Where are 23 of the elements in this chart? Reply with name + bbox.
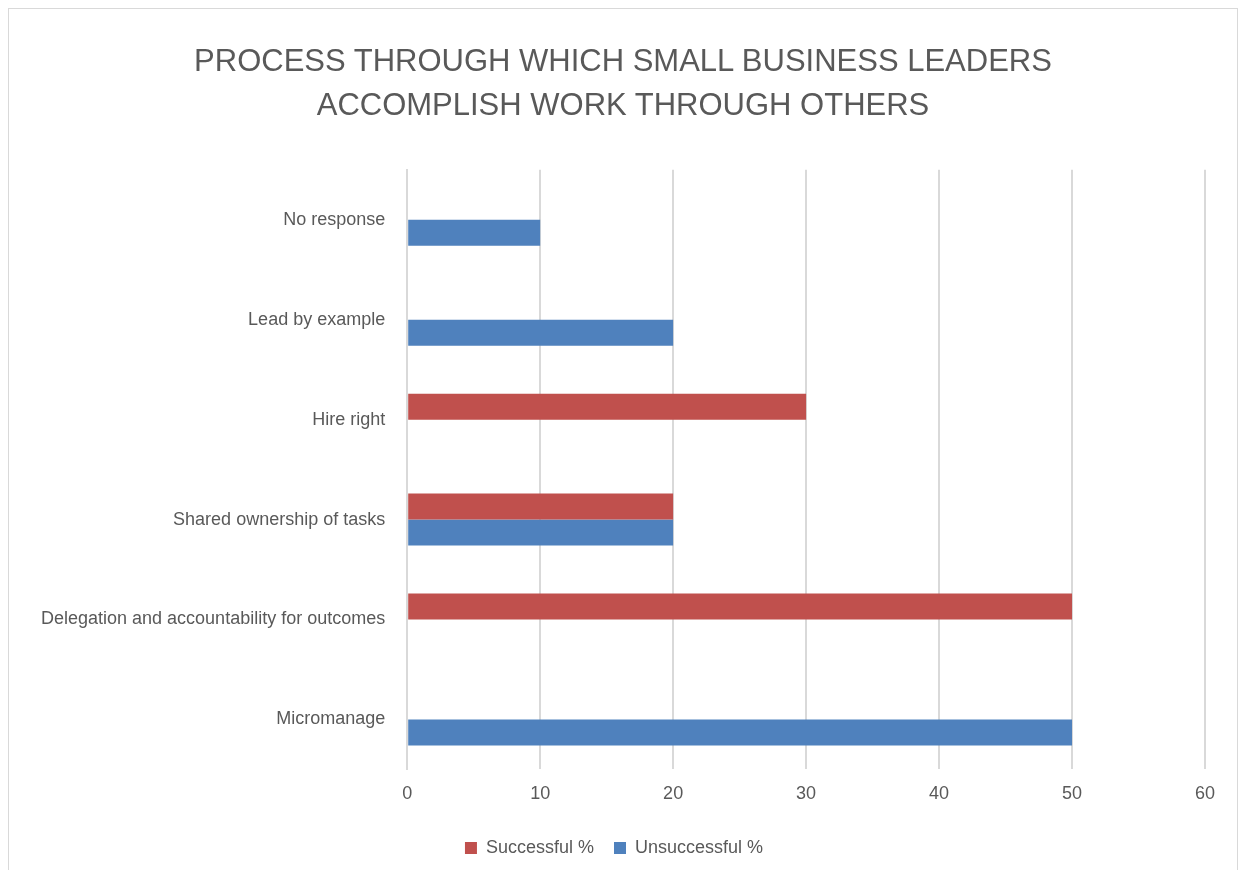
x-tick-label: 20: [663, 783, 684, 804]
y-tick-label: Shared ownership of tasks: [173, 508, 386, 529]
bar: [408, 393, 807, 420]
legend-label: Successful %: [485, 836, 594, 857]
x-tick-label: 10: [530, 783, 551, 804]
x-tick-label: 50: [1062, 783, 1083, 804]
x-tick-label: 60: [1194, 783, 1215, 804]
x-tick-label: 0: [402, 783, 413, 804]
bar: [408, 719, 1073, 746]
legend-label: Unsuccessful %: [635, 836, 764, 857]
bar: [408, 519, 674, 546]
y-tick-label: Hire right: [312, 408, 386, 429]
x-tick-label: 30: [796, 783, 817, 804]
x-tick-label: 40: [929, 783, 950, 804]
chart-title: PROCESS THROUGH WHICH SMALL BUSINESS LEADERS ACCOMPLISH WORK THROUGH OTHERS: [193, 42, 1053, 124]
bar: [408, 319, 674, 346]
bar: [408, 219, 541, 246]
bar: [408, 593, 1073, 620]
bar: [408, 493, 674, 520]
y-tick-label: Delegation and accountability for outcomes: [40, 608, 386, 629]
y-tick-label: Lead by example: [248, 308, 386, 329]
y-tick-label: No response: [283, 208, 386, 229]
y-tick-label: Micromanage: [276, 708, 386, 729]
